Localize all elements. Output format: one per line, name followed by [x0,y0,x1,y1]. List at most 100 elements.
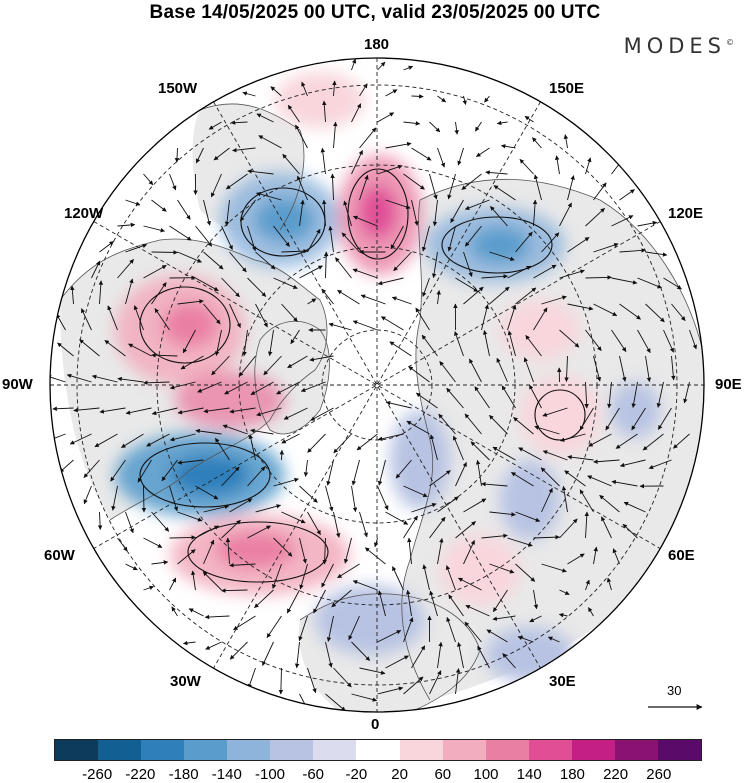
wind-vector [631,407,646,431]
wind-vector [567,553,585,565]
wind-vector [143,225,166,233]
brand-mark: © [726,38,734,47]
wind-vector [66,373,92,383]
wind-vector [377,629,402,643]
colorbar-cell [571,740,615,760]
wind-vector [395,459,412,479]
wind-vector [389,341,412,357]
colorbar-tick-label: 220 [603,766,629,783]
wind-vector [429,434,438,461]
wind-vector [490,206,508,227]
wind-vector [484,95,490,103]
wind-vector [151,407,178,416]
wind-vector [247,525,271,539]
wind-vector [588,607,594,617]
wind-vector [373,537,379,548]
wind-vector [169,433,196,442]
wind-vector [225,537,231,565]
wind-vector [273,225,290,247]
wind-vector [611,479,638,487]
wind-vector [70,285,75,305]
wind-vector [137,459,152,483]
wind-vector [143,173,154,186]
wind-vector [392,566,404,591]
wind-vector [481,304,489,331]
wind-vector [146,433,170,447]
wind-vector [272,563,282,589]
wind-vector [281,433,300,444]
wind-vector [326,615,334,642]
wind-vector [645,303,665,323]
wind-vector [211,355,230,376]
colorbar-tick-label: 100 [473,766,499,783]
contour-canada-high [139,286,231,364]
wind-vector [125,511,134,534]
wind-vector [296,175,308,201]
wind-vector [437,641,443,669]
wind-vector [283,407,308,420]
colorbar-tick-label: -180 [168,766,199,783]
colorbar-cell [442,740,486,760]
wind-vector [579,407,594,431]
wind-vector [493,185,516,201]
wind-vector [224,381,248,395]
wind-vector [360,294,386,305]
wind-vector [299,563,308,590]
wind-vector [177,199,191,220]
wind-vector [541,295,567,305]
wind-vector [286,589,300,614]
wind-vector [321,199,327,227]
wind-vector [125,563,138,571]
wind-vector [486,629,508,643]
coast-europe [299,593,481,712]
wind-vector [489,563,515,574]
wind-vector [406,420,430,435]
wind-vector [117,259,134,279]
wind-vector [593,459,620,464]
wind-vector [642,433,664,451]
wind-vector [405,589,412,617]
wind-vector [403,121,421,126]
wind-vector [542,450,568,461]
wind-vector [507,304,517,331]
wind-vector [125,278,134,305]
wind-vector [203,504,230,513]
wind-vector [469,358,482,383]
wind-vector [250,381,274,396]
brand-logo: MODES© [624,34,734,58]
wind-vector [637,277,663,289]
wind-vector [533,534,560,540]
wind-vector [611,277,638,285]
lon-label-150e: 150E [549,80,585,97]
wind-vector [351,693,378,702]
wind-vector [161,459,178,482]
wind-vector [359,667,386,675]
wind-vector [403,676,424,695]
wind-vector [500,144,516,149]
wind-vector [359,511,368,538]
wind-vector [333,433,352,454]
wind-vector [325,641,333,668]
wind-vector [310,407,334,421]
wind-vector [299,199,305,227]
wind-vector [377,277,404,286]
wind-vector [352,268,378,279]
colorbar-cell [270,740,314,760]
wind-vector [431,251,438,279]
wind-vector [385,141,412,149]
wind-vector [463,539,475,565]
wind-vector [385,655,409,669]
wind-vector [507,330,516,357]
wind-vector [107,305,118,331]
wind-vector [250,428,274,435]
wind-vector [454,121,459,135]
contour-atlantic-high [187,521,329,583]
wind-vector [229,407,256,414]
wind-vector [377,590,386,617]
colorbar-cell [98,740,142,760]
wind-vector [481,533,508,539]
wind-vector [169,535,196,540]
wind-vector [256,113,274,123]
wind-vector [461,173,482,190]
wind-vector [593,303,618,317]
